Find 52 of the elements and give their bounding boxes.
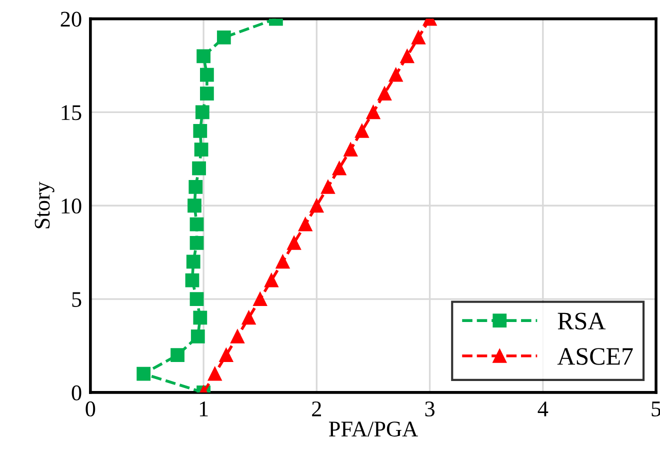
point bbox=[344, 142, 358, 157]
point bbox=[190, 292, 204, 306]
point bbox=[253, 292, 268, 306]
y-tick-label: 0 bbox=[72, 385, 82, 400]
point bbox=[196, 49, 210, 64]
point bbox=[185, 273, 200, 288]
point bbox=[354, 124, 369, 138]
x-axis-title: PFA/PGA bbox=[328, 422, 418, 437]
point bbox=[193, 124, 208, 138]
point bbox=[195, 105, 210, 120]
x-tick-label: 0 bbox=[86, 401, 96, 416]
point bbox=[378, 86, 392, 100]
point bbox=[200, 86, 214, 100]
x-tick-label: 4 bbox=[538, 402, 548, 416]
point bbox=[136, 366, 151, 381]
legend-label: RSA bbox=[558, 312, 606, 330]
point bbox=[190, 236, 204, 250]
point bbox=[188, 198, 202, 213]
y-tick-label: 20 bbox=[60, 12, 82, 27]
point bbox=[190, 217, 204, 232]
point bbox=[193, 310, 208, 325]
point bbox=[219, 348, 234, 362]
point bbox=[200, 68, 214, 82]
point bbox=[230, 329, 244, 344]
point bbox=[298, 217, 312, 232]
y-axis-title: Story bbox=[34, 182, 54, 228]
x-tick-label: 2 bbox=[312, 401, 321, 416]
point bbox=[188, 180, 203, 194]
point bbox=[264, 273, 278, 288]
legend-label: ASCE7 bbox=[557, 348, 633, 365]
point bbox=[190, 329, 205, 344]
point bbox=[412, 30, 426, 44]
x-tick-label: 3 bbox=[425, 401, 434, 416]
point bbox=[310, 198, 324, 213]
point bbox=[366, 105, 380, 120]
point bbox=[192, 161, 206, 176]
point bbox=[170, 348, 184, 362]
point bbox=[208, 366, 222, 381]
point bbox=[287, 236, 301, 250]
point bbox=[321, 180, 335, 194]
point bbox=[194, 142, 208, 157]
point bbox=[186, 254, 200, 269]
point bbox=[400, 49, 414, 64]
y-tick-label: 5 bbox=[72, 292, 82, 307]
x-tick-label: 1 bbox=[200, 402, 208, 416]
point bbox=[216, 30, 231, 44]
point bbox=[242, 310, 256, 325]
point bbox=[276, 254, 290, 269]
y-tick-label: 10 bbox=[62, 198, 82, 214]
point bbox=[332, 161, 346, 176]
y-tick-label: 15 bbox=[62, 105, 82, 120]
point bbox=[388, 68, 403, 82]
